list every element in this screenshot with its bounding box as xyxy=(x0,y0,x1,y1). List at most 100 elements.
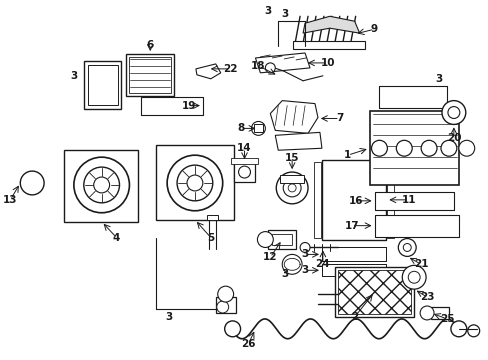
Bar xyxy=(141,96,203,114)
Circle shape xyxy=(441,100,465,125)
Bar xyxy=(292,41,364,49)
Bar xyxy=(379,86,446,108)
Bar xyxy=(83,61,121,109)
Bar xyxy=(87,65,117,105)
Text: 21: 21 xyxy=(413,259,427,269)
Circle shape xyxy=(224,321,240,337)
Circle shape xyxy=(83,167,119,203)
Text: 6: 6 xyxy=(146,40,154,50)
Text: 3: 3 xyxy=(434,74,442,84)
Text: 23: 23 xyxy=(419,292,433,302)
Circle shape xyxy=(407,271,419,283)
Bar xyxy=(337,270,410,314)
Bar xyxy=(280,175,304,183)
Text: 10: 10 xyxy=(320,58,334,68)
Circle shape xyxy=(403,243,410,251)
Text: 3: 3 xyxy=(264,6,271,16)
Text: 15: 15 xyxy=(285,153,299,163)
Text: 8: 8 xyxy=(237,123,244,134)
Text: 4: 4 xyxy=(113,233,120,243)
Text: 3: 3 xyxy=(70,71,77,81)
Text: 3: 3 xyxy=(281,9,288,19)
Text: 20: 20 xyxy=(446,133,460,143)
Text: 26: 26 xyxy=(241,339,255,349)
Circle shape xyxy=(167,155,222,211)
Bar xyxy=(321,160,386,239)
Bar xyxy=(321,247,386,261)
Circle shape xyxy=(217,286,233,302)
Text: 12: 12 xyxy=(263,252,277,262)
Text: 18: 18 xyxy=(251,61,265,71)
Circle shape xyxy=(402,265,425,289)
Bar xyxy=(313,162,320,238)
Text: 24: 24 xyxy=(315,259,329,269)
Bar xyxy=(141,96,203,114)
Text: 2: 2 xyxy=(350,312,358,322)
Text: 3: 3 xyxy=(165,312,172,322)
Polygon shape xyxy=(270,100,317,133)
Text: 3: 3 xyxy=(281,269,288,279)
Polygon shape xyxy=(196,64,220,79)
Text: 3: 3 xyxy=(301,249,308,260)
Circle shape xyxy=(467,325,479,337)
Circle shape xyxy=(282,255,302,274)
Bar xyxy=(268,230,296,249)
Bar xyxy=(215,297,235,313)
Bar xyxy=(379,86,446,108)
Circle shape xyxy=(186,175,203,191)
Bar xyxy=(254,125,263,132)
Circle shape xyxy=(419,306,433,320)
Polygon shape xyxy=(303,16,359,33)
Bar xyxy=(321,247,386,261)
Polygon shape xyxy=(255,53,309,73)
Bar xyxy=(64,150,138,222)
Text: 3: 3 xyxy=(301,265,308,275)
Bar xyxy=(374,192,453,210)
Circle shape xyxy=(251,121,265,135)
Text: 17: 17 xyxy=(344,221,358,231)
Bar xyxy=(156,145,233,220)
Text: 9: 9 xyxy=(370,24,377,34)
Circle shape xyxy=(395,140,411,156)
Circle shape xyxy=(94,177,109,193)
Bar xyxy=(374,192,453,210)
Circle shape xyxy=(177,165,212,201)
Circle shape xyxy=(265,63,275,73)
Bar xyxy=(126,54,174,96)
Bar xyxy=(374,215,458,237)
Text: 25: 25 xyxy=(439,314,453,324)
Bar xyxy=(233,162,255,182)
Circle shape xyxy=(216,301,228,313)
Bar xyxy=(369,111,458,185)
Circle shape xyxy=(371,140,386,156)
Circle shape xyxy=(276,172,307,204)
Text: 1: 1 xyxy=(344,150,350,160)
Bar xyxy=(272,234,291,246)
Text: 7: 7 xyxy=(335,113,343,123)
Circle shape xyxy=(447,107,459,118)
Bar xyxy=(321,264,386,276)
Circle shape xyxy=(74,157,129,213)
Text: 19: 19 xyxy=(182,100,196,111)
Bar xyxy=(206,215,217,220)
Text: 11: 11 xyxy=(401,195,416,205)
Bar xyxy=(321,264,386,276)
Text: 22: 22 xyxy=(223,64,237,74)
Text: 13: 13 xyxy=(3,195,18,205)
Circle shape xyxy=(257,231,273,247)
Circle shape xyxy=(20,171,44,195)
Circle shape xyxy=(300,243,309,252)
Text: 16: 16 xyxy=(347,196,362,206)
Text: 14: 14 xyxy=(237,143,251,153)
Circle shape xyxy=(458,140,474,156)
Bar xyxy=(230,158,258,164)
Circle shape xyxy=(440,140,456,156)
Bar xyxy=(430,307,448,319)
Bar xyxy=(321,160,386,239)
Bar xyxy=(334,267,413,317)
Circle shape xyxy=(283,179,301,197)
Circle shape xyxy=(450,321,466,337)
Polygon shape xyxy=(275,132,321,150)
Circle shape xyxy=(287,184,296,192)
Text: 5: 5 xyxy=(207,233,214,243)
